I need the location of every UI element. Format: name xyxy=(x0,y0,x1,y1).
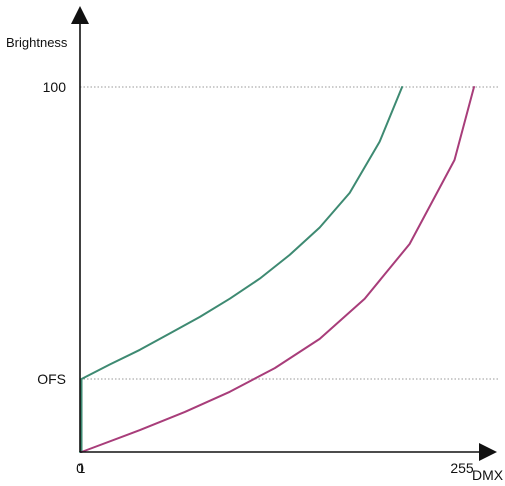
axes xyxy=(71,6,497,461)
series-line-1 xyxy=(79,86,404,453)
y-tick-label-100: 100 xyxy=(43,79,67,95)
series-lines xyxy=(79,86,475,453)
series-line-2 xyxy=(80,86,475,453)
x-tick-label-0: 0 xyxy=(76,460,84,476)
x-tick-label-1: 1 xyxy=(78,460,86,476)
guide-lines xyxy=(80,86,500,380)
y-tick-label-ofs: OFS xyxy=(37,371,66,387)
x-tick-label-255: 255 xyxy=(450,460,474,476)
tick-labels: 01 255 OFS 100 xyxy=(37,79,474,476)
x-axis-label: DMX xyxy=(472,467,504,483)
y-axis-arrow xyxy=(71,6,89,24)
x-axis-arrow xyxy=(479,443,497,461)
y-axis-label: Brightness xyxy=(6,35,68,50)
